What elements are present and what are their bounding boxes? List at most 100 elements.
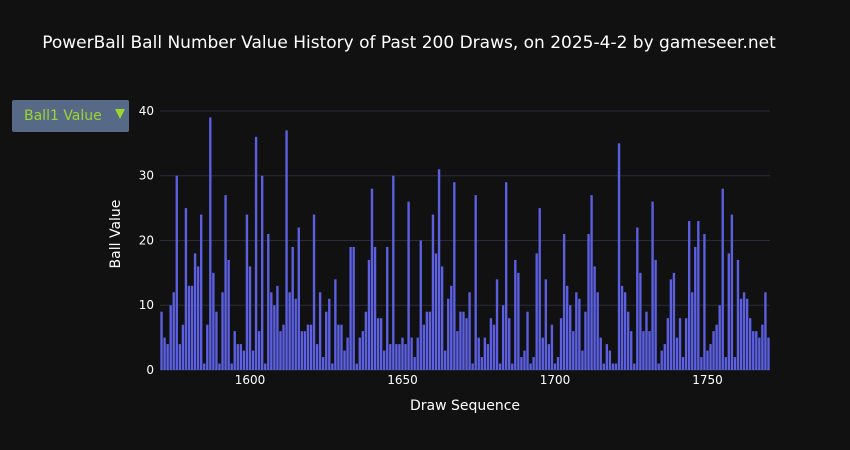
- bar[interactable]: [355, 363, 358, 370]
- bar[interactable]: [279, 331, 282, 370]
- bar[interactable]: [282, 324, 285, 370]
- bar[interactable]: [752, 331, 755, 370]
- bar[interactable]: [718, 305, 721, 370]
- bar[interactable]: [392, 175, 395, 370]
- bar[interactable]: [547, 344, 551, 370]
- bar[interactable]: [477, 337, 480, 370]
- bar[interactable]: [608, 350, 612, 370]
- bar[interactable]: [498, 363, 502, 370]
- bar[interactable]: [288, 292, 291, 370]
- bar[interactable]: [169, 305, 172, 370]
- bar[interactable]: [636, 227, 639, 370]
- bar[interactable]: [379, 318, 383, 370]
- bar[interactable]: [215, 311, 218, 370]
- bar[interactable]: [691, 292, 694, 370]
- bar[interactable]: [748, 318, 752, 370]
- bar[interactable]: [581, 350, 584, 370]
- bar[interactable]: [755, 331, 758, 370]
- bar[interactable]: [569, 305, 572, 370]
- bar[interactable]: [623, 292, 627, 370]
- bar[interactable]: [306, 324, 310, 370]
- bar[interactable]: [218, 363, 221, 370]
- bar[interactable]: [562, 234, 566, 370]
- bar[interactable]: [440, 266, 444, 370]
- bar[interactable]: [532, 357, 535, 370]
- bar[interactable]: [367, 259, 371, 370]
- bar[interactable]: [178, 344, 182, 370]
- bar[interactable]: [300, 331, 304, 370]
- bar[interactable]: [285, 130, 288, 370]
- bar[interactable]: [538, 208, 541, 370]
- bar[interactable]: [361, 331, 365, 370]
- bar[interactable]: [434, 253, 438, 370]
- bar[interactable]: [386, 246, 389, 370]
- bar[interactable]: [544, 279, 548, 370]
- bar[interactable]: [517, 272, 520, 370]
- bar[interactable]: [480, 357, 483, 370]
- bar[interactable]: [596, 292, 599, 370]
- bar[interactable]: [575, 292, 578, 370]
- bar[interactable]: [328, 298, 331, 370]
- bar[interactable]: [401, 337, 404, 370]
- bar[interactable]: [352, 246, 355, 370]
- bar[interactable]: [730, 214, 734, 370]
- bar[interactable]: [633, 363, 636, 370]
- bar[interactable]: [669, 279, 673, 370]
- bar[interactable]: [767, 337, 770, 370]
- bar[interactable]: [184, 208, 188, 370]
- bar[interactable]: [483, 337, 487, 370]
- bar[interactable]: [373, 246, 377, 370]
- bar[interactable]: [706, 350, 709, 370]
- bar[interactable]: [550, 324, 554, 370]
- bar[interactable]: [620, 285, 624, 370]
- bar[interactable]: [700, 357, 703, 370]
- bar[interactable]: [465, 318, 468, 370]
- bar[interactable]: [742, 292, 746, 370]
- bar[interactable]: [340, 324, 343, 370]
- bar[interactable]: [654, 259, 657, 370]
- bar[interactable]: [721, 188, 724, 370]
- bar[interactable]: [224, 195, 227, 370]
- bar[interactable]: [761, 324, 764, 370]
- bar[interactable]: [325, 311, 328, 370]
- bar[interactable]: [572, 331, 575, 370]
- bar[interactable]: [651, 201, 654, 370]
- bar[interactable]: [486, 344, 490, 370]
- bar[interactable]: [715, 324, 718, 370]
- bar[interactable]: [410, 337, 413, 370]
- bar[interactable]: [416, 337, 419, 370]
- bar[interactable]: [206, 324, 209, 370]
- bar[interactable]: [645, 311, 648, 370]
- bar[interactable]: [492, 324, 496, 370]
- bar[interactable]: [511, 363, 514, 370]
- bar[interactable]: [703, 234, 706, 370]
- bar[interactable]: [675, 337, 679, 370]
- bar[interactable]: [160, 311, 163, 370]
- bar[interactable]: [489, 318, 493, 370]
- bar[interactable]: [697, 221, 700, 370]
- bar[interactable]: [273, 305, 276, 370]
- bar[interactable]: [508, 318, 511, 370]
- bar[interactable]: [312, 214, 316, 370]
- bar[interactable]: [190, 285, 194, 370]
- bar[interactable]: [428, 311, 432, 370]
- bar[interactable]: [733, 357, 737, 370]
- bar[interactable]: [270, 292, 273, 370]
- bar[interactable]: [758, 337, 761, 370]
- bar[interactable]: [584, 311, 587, 370]
- bar[interactable]: [599, 337, 602, 370]
- bar[interactable]: [642, 331, 645, 370]
- bar[interactable]: [639, 272, 642, 370]
- bar[interactable]: [556, 357, 560, 370]
- bar[interactable]: [209, 117, 212, 370]
- bar[interactable]: [276, 285, 279, 370]
- bar[interactable]: [413, 357, 416, 370]
- bar[interactable]: [678, 318, 682, 370]
- bar[interactable]: [318, 292, 322, 370]
- bar[interactable]: [422, 324, 426, 370]
- bar[interactable]: [626, 311, 630, 370]
- bar[interactable]: [617, 143, 621, 370]
- bar[interactable]: [745, 298, 749, 370]
- bar[interactable]: [337, 324, 340, 370]
- bar[interactable]: [199, 214, 203, 370]
